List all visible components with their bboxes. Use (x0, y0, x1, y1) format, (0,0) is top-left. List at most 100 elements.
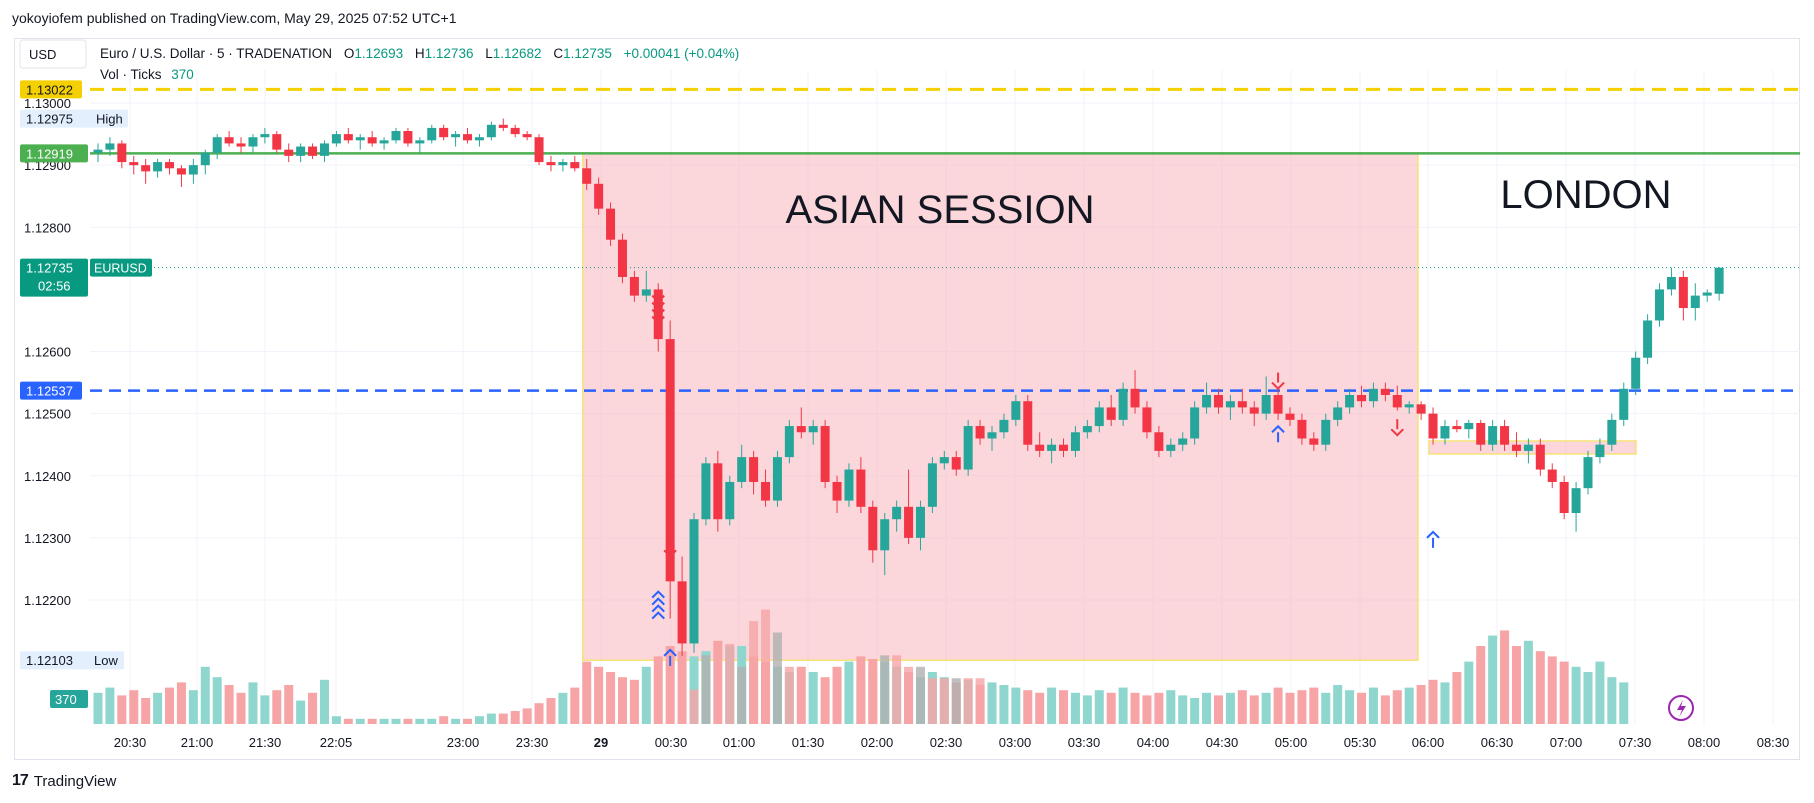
volume-label: Vol · Ticks (100, 67, 162, 82)
volume-bar (153, 692, 163, 724)
candle-body (1035, 444, 1045, 451)
volume-bar (594, 666, 604, 724)
volume-bar (498, 713, 508, 724)
change-value: +0.00041 (+0.04%) (624, 46, 740, 61)
volume-bar (355, 718, 365, 724)
candle-body (129, 162, 139, 166)
volume-bar (534, 703, 544, 724)
candle-body (665, 339, 675, 582)
candle-body (391, 131, 401, 141)
volume-bar (1202, 692, 1212, 724)
buy-arrow-icon (651, 604, 665, 613)
candle-body (1690, 295, 1700, 309)
volume-bar (665, 646, 675, 724)
candle-body (1583, 457, 1593, 489)
candle-body (296, 146, 306, 156)
candle-body (1213, 395, 1223, 408)
candle-body (808, 426, 818, 433)
candle-body (856, 469, 866, 507)
volume-bar (1428, 679, 1438, 724)
candle-body (1595, 444, 1605, 458)
volume-bar (641, 666, 651, 724)
candle-body (1047, 444, 1057, 451)
candle-body (463, 134, 473, 141)
candle-body (1428, 413, 1438, 439)
lightning-icon (1677, 700, 1686, 717)
buy-arrow-icon (1271, 424, 1285, 433)
candle-body (331, 134, 341, 144)
volume-bar (963, 678, 973, 724)
candle-body (439, 127, 449, 138)
buy-arrow-icon (651, 597, 665, 606)
candle-body (558, 162, 568, 166)
buy-arrow-icon (651, 611, 665, 620)
candle-body (951, 457, 961, 470)
volume-bar (129, 690, 139, 724)
candle-body (379, 140, 389, 144)
candle-body (1464, 422, 1474, 430)
candle-body (188, 165, 198, 175)
candle-body (343, 134, 353, 141)
candle-body (1571, 488, 1581, 514)
candle-body (1333, 407, 1343, 420)
candle-body (737, 457, 747, 482)
y-tick-label: 1.12600 (24, 345, 71, 360)
volume-bar (486, 713, 496, 724)
candle-body (1666, 276, 1676, 290)
volume-bar (796, 666, 806, 724)
candle-body (629, 276, 639, 296)
volume-bar (319, 679, 329, 724)
footer-brand[interactable]: 17 TradingView (12, 772, 116, 790)
volume-bar (677, 651, 687, 724)
candle-body (141, 165, 151, 172)
volume-bar (1106, 692, 1116, 724)
volume-bars (93, 609, 1629, 724)
candle-body (987, 432, 997, 439)
candle-body (1297, 419, 1307, 439)
volume-bar (331, 716, 341, 724)
x-tick-label: 08:00 (1688, 735, 1721, 750)
tradingview-logo: 17 (12, 772, 29, 789)
candle-body (1500, 426, 1510, 445)
volume-tag: 370 (55, 692, 77, 707)
zones (581, 152, 1637, 661)
y-tick-label: 1.13000 (24, 96, 71, 111)
sell-arrow-icon (651, 301, 665, 311)
high-text: High (96, 112, 123, 127)
candle-body (93, 149, 103, 153)
x-tick-label: 06:00 (1412, 735, 1445, 750)
x-tick-label: 23:00 (447, 735, 480, 750)
volume-bar (1154, 692, 1164, 724)
candle-body (1154, 432, 1164, 451)
volume-tag-bg (50, 690, 88, 708)
volume-bar (1166, 690, 1176, 724)
volume-bar (1130, 692, 1140, 724)
asian-session-annotation: ASIAN SESSION (786, 188, 1095, 232)
volume-bar (284, 685, 294, 724)
sell-arrow-icon (663, 549, 677, 558)
candle-body (582, 168, 592, 184)
candles (93, 118, 1724, 656)
currency-selector[interactable] (19, 39, 87, 69)
currency-label[interactable]: USD (29, 47, 56, 62)
candle-body (975, 426, 985, 439)
candle-body (1190, 407, 1200, 439)
candle-body (1309, 438, 1319, 445)
high-label: H (415, 46, 425, 61)
volume-bar (1464, 661, 1474, 724)
candle-body (641, 289, 651, 296)
symbol-tag-bg (90, 258, 152, 277)
candle-body (1321, 419, 1331, 445)
candle-body (939, 457, 949, 464)
candle-body (677, 581, 687, 644)
candle-body (260, 134, 270, 138)
volume-bar (1559, 661, 1569, 724)
candle-body (1225, 401, 1235, 408)
volume-bar (1380, 695, 1390, 724)
candle-body (617, 239, 627, 277)
volume-bar (570, 687, 580, 724)
candle-body (165, 162, 175, 169)
candle-body (1082, 426, 1092, 433)
volume-bar (1285, 692, 1295, 724)
